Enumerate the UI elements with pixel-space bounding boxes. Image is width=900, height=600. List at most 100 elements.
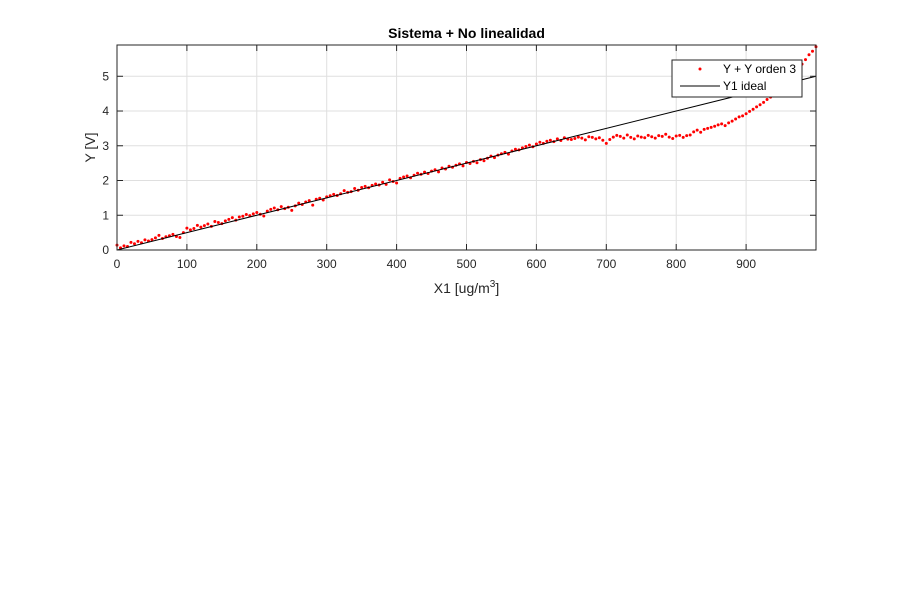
data-point xyxy=(475,161,479,165)
y-tick-label: 1 xyxy=(102,208,109,222)
data-point xyxy=(482,159,486,163)
data-point xyxy=(262,214,266,218)
data-point xyxy=(513,147,517,151)
chart-title: Sistema + No linealidad xyxy=(388,25,545,41)
legend-label-series-2: Y1 ideal xyxy=(723,79,766,93)
data-point xyxy=(741,114,745,118)
data-point xyxy=(342,189,346,193)
data-point xyxy=(416,171,420,175)
data-point xyxy=(405,174,409,178)
data-point xyxy=(244,213,248,217)
data-point xyxy=(615,133,619,137)
data-point xyxy=(178,235,182,239)
data-point xyxy=(290,208,294,212)
data-point xyxy=(622,136,626,140)
data-point xyxy=(307,199,311,203)
y-tick-label: 0 xyxy=(102,243,109,257)
data-point xyxy=(590,135,594,139)
data-point xyxy=(199,225,203,229)
data-point xyxy=(618,134,622,138)
data-point xyxy=(251,212,255,216)
data-point xyxy=(216,221,220,225)
data-point xyxy=(653,136,657,140)
data-point xyxy=(353,187,357,190)
data-point xyxy=(437,170,441,174)
legend: Y + Y orden 3 Y1 ideal xyxy=(671,59,803,98)
data-point xyxy=(583,138,587,142)
data-point xyxy=(150,238,154,242)
data-point xyxy=(629,135,633,139)
x-axis-label-superscript: 3 xyxy=(490,279,496,290)
x-tick-label: 100 xyxy=(177,257,197,271)
data-point xyxy=(237,215,241,219)
data-point xyxy=(657,134,661,138)
data-point xyxy=(534,142,538,146)
data-point xyxy=(685,134,689,138)
data-point xyxy=(681,135,685,139)
data-point xyxy=(597,136,601,140)
data-point xyxy=(548,138,552,142)
data-point xyxy=(720,122,724,126)
data-point xyxy=(751,107,755,111)
data-point xyxy=(755,105,759,109)
data-point xyxy=(311,203,315,207)
data-point xyxy=(538,140,542,144)
data-point xyxy=(272,206,276,210)
x-tick-label: 500 xyxy=(456,257,476,271)
data-point xyxy=(664,132,668,136)
data-point xyxy=(667,135,671,139)
data-point xyxy=(381,180,385,184)
data-point xyxy=(608,138,612,142)
data-point xyxy=(241,214,245,218)
data-point xyxy=(716,123,720,127)
data-point xyxy=(227,217,231,221)
data-point xyxy=(143,238,147,242)
ticks xyxy=(116,45,816,251)
x-tick-label: 200 xyxy=(247,257,267,271)
data-point xyxy=(332,192,336,196)
data-point xyxy=(737,115,741,119)
data-point xyxy=(363,184,367,188)
data-point xyxy=(297,201,301,205)
data-point xyxy=(195,223,199,227)
data-point xyxy=(545,139,549,143)
data-point xyxy=(734,117,738,121)
data-point xyxy=(171,232,175,236)
data-point xyxy=(132,242,136,246)
data-point xyxy=(702,127,706,131)
data-point xyxy=(807,53,811,57)
data-point xyxy=(573,136,577,140)
data-point xyxy=(632,137,636,141)
data-point xyxy=(604,141,608,145)
data-point xyxy=(650,135,654,139)
data-point xyxy=(122,244,126,248)
x-tick-label: 600 xyxy=(526,257,546,271)
data-point xyxy=(611,135,615,139)
data-point xyxy=(374,182,378,186)
data-point xyxy=(643,136,647,140)
data-point xyxy=(713,124,717,128)
data-point xyxy=(580,136,584,140)
data-point xyxy=(625,133,629,137)
data-point xyxy=(758,103,762,107)
data-point xyxy=(157,233,161,237)
x-tick-label: 800 xyxy=(666,257,686,271)
data-point xyxy=(671,136,675,140)
data-point xyxy=(709,125,713,129)
x-tick-label: 700 xyxy=(596,257,616,271)
data-point xyxy=(646,133,650,137)
data-point xyxy=(678,133,682,137)
data-point xyxy=(402,175,406,179)
y-tick-label: 3 xyxy=(102,139,109,153)
data-point xyxy=(765,98,769,102)
data-point xyxy=(730,119,734,123)
data-point xyxy=(674,134,678,138)
data-point xyxy=(230,216,234,220)
y-tick-label: 5 xyxy=(102,69,109,83)
data-point xyxy=(395,181,399,185)
x-tick-label: 300 xyxy=(317,257,337,271)
data-point xyxy=(192,226,196,230)
data-point xyxy=(639,135,643,139)
data-point xyxy=(762,100,766,104)
